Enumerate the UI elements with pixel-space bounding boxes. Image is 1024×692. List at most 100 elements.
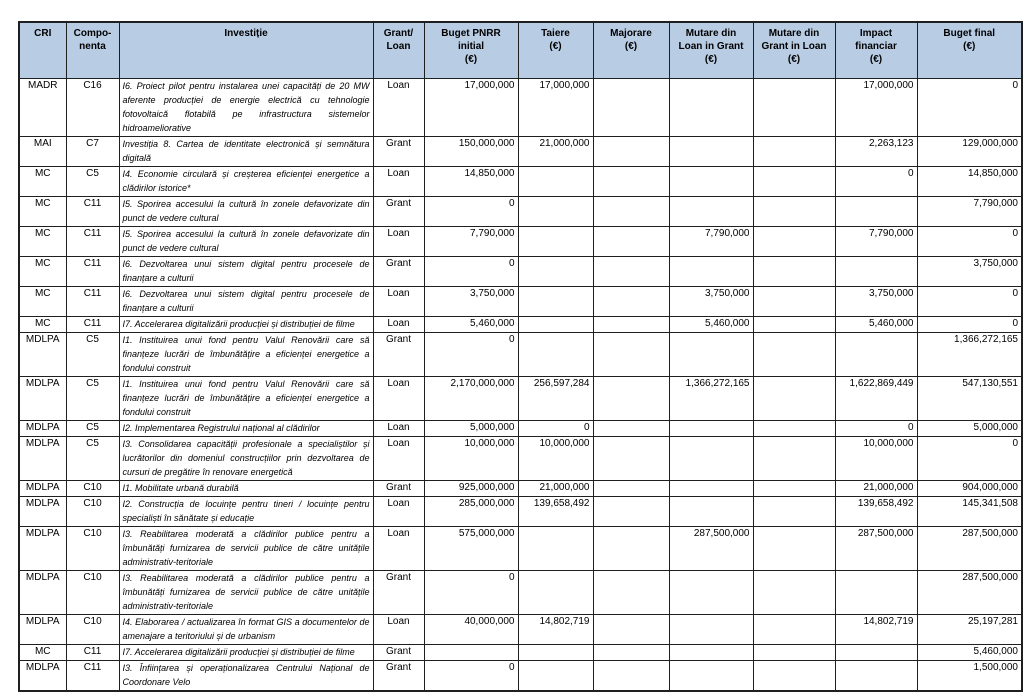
cell-buget_final: 1,366,272,165 [916, 331, 1023, 377]
cell-cri: MDLPA [18, 435, 67, 481]
cell-mutare_loan_grant [668, 135, 754, 167]
cell-componenta: C16 [65, 77, 120, 137]
column-header-cri: CRI [18, 21, 67, 79]
cell-taiere [517, 195, 594, 227]
table-row: MDLPA C10 I2. Construcția de locuințe pent… [18, 495, 1023, 527]
cell-mutare_loan_grant [668, 569, 754, 615]
cell-majorare [592, 255, 670, 287]
cell-buget_final: 0 [916, 77, 1023, 137]
cell-impact_financiar: 7,790,000 [834, 225, 918, 257]
cell-investitie: I7. Accelerarea digitalizării producției… [118, 315, 374, 333]
cell-grant_loan: Loan [372, 495, 425, 527]
table-row: MDLPA C5 I1. Instituirea unui fond pentru … [18, 375, 1023, 421]
cell-grant_loan: Grant [372, 135, 425, 167]
cell-mutare_loan_grant [668, 659, 754, 691]
table-row: MC C11 I5. Sporirea accesului la cultură î… [18, 225, 1023, 257]
cell-componenta: C11 [65, 315, 120, 333]
cell-componenta: C5 [65, 419, 120, 437]
table-row: MC C11 I5. Sporirea accesului la cultură î… [18, 195, 1023, 227]
cell-majorare [592, 435, 670, 481]
cell-mutare_loan_grant [668, 77, 754, 137]
cell-taiere: 21,000,000 [517, 135, 594, 167]
cell-buget_final: 287,500,000 [916, 569, 1023, 615]
cell-buget_final: 547,130,551 [916, 375, 1023, 421]
cell-mutare_grant_loan [752, 331, 836, 377]
cell-buget_initial: 0 [423, 569, 519, 615]
cell-grant_loan: Loan [372, 315, 425, 333]
table-row: MAI C7 Investiția 8. Cartea de identitate … [18, 135, 1023, 167]
table-row: MDLPA C10 I3. Reabilitarea moderată a clăd… [18, 569, 1023, 615]
table-row: MC C11 I6. Dezvoltarea unui sistem digital… [18, 285, 1023, 317]
cell-mutare_loan_grant [668, 165, 754, 197]
cell-taiere: 0 [517, 419, 594, 437]
table-row: MC C11 I7. Accelerarea digitalizării produ… [18, 643, 1023, 661]
cell-buget_final: 25,197,281 [916, 613, 1023, 645]
cell-majorare [592, 525, 670, 571]
cell-buget_final: 287,500,000 [916, 525, 1023, 571]
cell-buget_initial: 285,000,000 [423, 495, 519, 527]
table-row: MADR C16 I6. Proiect pilot pentru instalar… [18, 77, 1023, 137]
cell-impact_financiar [834, 195, 918, 227]
cell-buget_initial: 7,790,000 [423, 225, 519, 257]
cell-impact_financiar: 5,460,000 [834, 315, 918, 333]
cell-investitie: I4. Economie circulară și creșterea efic… [118, 165, 374, 197]
table-row: MDLPA C5 I3. Consolidarea capacității prof… [18, 435, 1023, 481]
cell-investitie: I3. Reabilitarea moderată a clădirilor p… [118, 569, 374, 615]
cell-impact_financiar: 10,000,000 [834, 435, 918, 481]
table-row: MDLPA C10 I1. Mobilitate urbană durabilă Gr… [18, 479, 1023, 497]
table-row: MDLPA C10 I3. Reabilitarea moderată a clăd… [18, 525, 1023, 571]
cell-impact_financiar [834, 643, 918, 661]
cell-impact_financiar: 2,263,123 [834, 135, 918, 167]
cell-majorare [592, 643, 670, 661]
cell-taiere: 17,000,000 [517, 77, 594, 137]
cell-componenta: C11 [65, 225, 120, 257]
cell-majorare [592, 135, 670, 167]
table-row: MDLPA C5 I2. Implementarea Registrului naț… [18, 419, 1023, 437]
cell-mutare_loan_grant [668, 435, 754, 481]
cell-majorare [592, 419, 670, 437]
column-header-buget_initial: Buget PNRR initial (€) [423, 21, 519, 79]
cell-cri: MDLPA [18, 525, 67, 571]
cell-buget_final: 1,500,000 [916, 659, 1023, 691]
cell-majorare [592, 225, 670, 257]
cell-cri: MDLPA [18, 331, 67, 377]
cell-majorare [592, 479, 670, 497]
column-header-impact_financiar: Impact financiar (€) [834, 21, 918, 79]
cell-grant_loan: Loan [372, 225, 425, 257]
cell-taiere [517, 643, 594, 661]
cell-cri: MAI [18, 135, 67, 167]
cell-mutare_loan_grant [668, 613, 754, 645]
cell-investitie: I3. Înființarea și operaționalizarea Cen… [118, 659, 374, 691]
cell-impact_financiar: 1,622,869,449 [834, 375, 918, 421]
cell-componenta: C5 [65, 331, 120, 377]
cell-buget_initial: 17,000,000 [423, 77, 519, 137]
cell-cri: MC [18, 285, 67, 317]
cell-taiere [517, 285, 594, 317]
cell-cri: MC [18, 315, 67, 333]
cell-mutare_grant_loan [752, 435, 836, 481]
cell-grant_loan: Loan [372, 77, 425, 137]
cell-cri: MDLPA [18, 375, 67, 421]
cell-mutare_grant_loan [752, 659, 836, 691]
cell-buget_initial: 575,000,000 [423, 525, 519, 571]
cell-buget_final: 5,000,000 [916, 419, 1023, 437]
table-body: MADR C16 I6. Proiect pilot pentru instalar… [18, 77, 1023, 691]
cell-taiere: 256,597,284 [517, 375, 594, 421]
cell-cri: MDLPA [18, 419, 67, 437]
cell-buget_initial: 5,460,000 [423, 315, 519, 333]
table-row: MC C11 I7. Accelerarea digitalizării produ… [18, 315, 1023, 333]
cell-grant_loan: Grant [372, 659, 425, 691]
cell-buget_final: 129,000,000 [916, 135, 1023, 167]
cell-majorare [592, 495, 670, 527]
cell-taiere: 139,658,492 [517, 495, 594, 527]
cell-investitie: I2. Implementarea Registrului național a… [118, 419, 374, 437]
cell-cri: MC [18, 643, 67, 661]
cell-impact_financiar: 0 [834, 419, 918, 437]
cell-componenta: C11 [65, 643, 120, 661]
table-row: MDLPA C5 I1. Instituirea unui fond pentru … [18, 331, 1023, 377]
cell-buget_initial: 40,000,000 [423, 613, 519, 645]
cell-impact_financiar [834, 255, 918, 287]
cell-grant_loan: Loan [372, 613, 425, 645]
cell-buget_final: 0 [916, 285, 1023, 317]
cell-mutare_grant_loan [752, 225, 836, 257]
